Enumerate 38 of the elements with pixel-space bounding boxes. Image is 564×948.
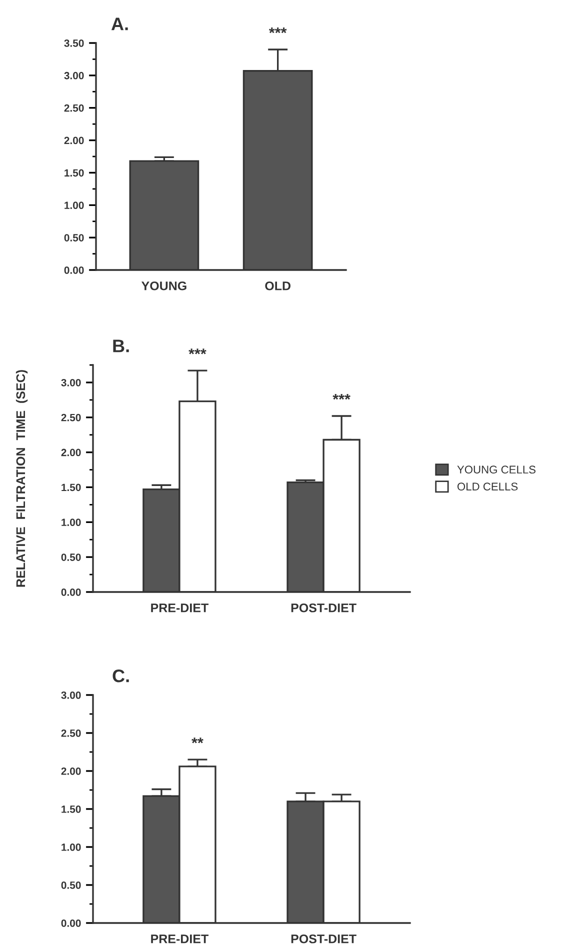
chart-title: C.: [112, 670, 129, 682]
x-tick-label: POST-DIET: [291, 603, 356, 612]
y-tick-label: 3.00: [64, 72, 84, 80]
y-tick-label: 2.00: [61, 768, 81, 775]
y-tick-label: 1.00: [62, 844, 81, 851]
y-tick-label: 1.50: [62, 806, 81, 813]
chart-title: A.: [111, 18, 128, 30]
y-tick-label: 2.50: [61, 730, 81, 737]
x-tick-label: OLD: [265, 281, 290, 290]
x-tick-label: PRE-DIET: [151, 604, 208, 612]
y-tick-label: 3.00: [61, 378, 81, 386]
text: ***: [188, 348, 206, 354]
x-tick-label: PRE-DIET: [151, 934, 208, 944]
annotation: ***: [332, 394, 350, 400]
y-tick-label: 0.00: [64, 266, 84, 274]
annotation: **: [192, 738, 204, 744]
y-tick-label: 1.50: [64, 169, 84, 177]
y-tick-label: 2.50: [61, 414, 81, 422]
legend-label: YOUNG CELLS: [457, 466, 536, 474]
y-tick-label: 2.50: [64, 104, 84, 112]
y-axis-title: RELATIVE FILTRATION TIME (SEC): [16, 370, 28, 587]
x-tick-label: YOUNG: [141, 281, 186, 290]
y-tick-label: 3.00: [61, 692, 81, 699]
legend-label: OLD CELLS: [457, 482, 518, 490]
y-tick-label: 1.00: [64, 202, 84, 210]
y-tick-label: 0.50: [61, 554, 81, 561]
y-tick-label: 0.00: [61, 920, 81, 927]
y-tick-label: 3.50: [64, 40, 84, 47]
y-tick-label: 2.00: [64, 136, 84, 144]
y-tick-label: 0.00: [61, 588, 81, 596]
y-tick-label: 1.00: [62, 518, 81, 526]
annotation: ***: [268, 27, 287, 34]
y-tick-label: 2.00: [61, 448, 81, 456]
y-tick-label: 1.50: [62, 484, 81, 492]
y-tick-label: 0.50: [61, 882, 81, 889]
chart-title: B.: [113, 340, 129, 352]
x-tick-label: POST-DIET: [291, 934, 356, 944]
y-tick-label: 0.50: [64, 234, 84, 242]
